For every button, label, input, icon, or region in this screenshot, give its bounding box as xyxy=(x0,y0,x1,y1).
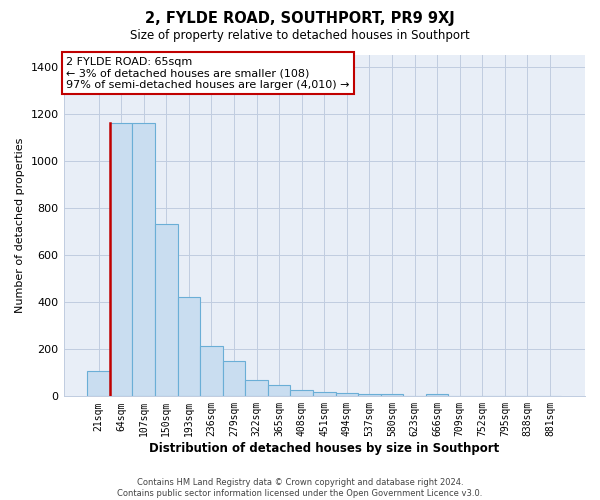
Bar xyxy=(245,380,268,396)
Bar xyxy=(426,394,448,396)
X-axis label: Distribution of detached houses by size in Southport: Distribution of detached houses by size … xyxy=(149,442,499,455)
Text: Size of property relative to detached houses in Southport: Size of property relative to detached ho… xyxy=(130,29,470,42)
Text: 2, FYLDE ROAD, SOUTHPORT, PR9 9XJ: 2, FYLDE ROAD, SOUTHPORT, PR9 9XJ xyxy=(145,11,455,26)
Bar xyxy=(335,393,358,396)
Bar xyxy=(313,392,335,396)
Bar xyxy=(268,384,290,396)
Bar xyxy=(200,346,223,397)
Bar xyxy=(87,371,110,396)
Bar xyxy=(290,390,313,396)
Bar xyxy=(223,362,245,396)
Bar xyxy=(110,124,133,396)
Text: 2 FYLDE ROAD: 65sqm
← 3% of detached houses are smaller (108)
97% of semi-detach: 2 FYLDE ROAD: 65sqm ← 3% of detached hou… xyxy=(66,56,350,90)
Bar xyxy=(381,394,403,396)
Bar xyxy=(155,224,178,396)
Bar xyxy=(178,298,200,396)
Bar xyxy=(133,124,155,396)
Y-axis label: Number of detached properties: Number of detached properties xyxy=(15,138,25,314)
Text: Contains HM Land Registry data © Crown copyright and database right 2024.
Contai: Contains HM Land Registry data © Crown c… xyxy=(118,478,482,498)
Bar xyxy=(358,394,381,396)
